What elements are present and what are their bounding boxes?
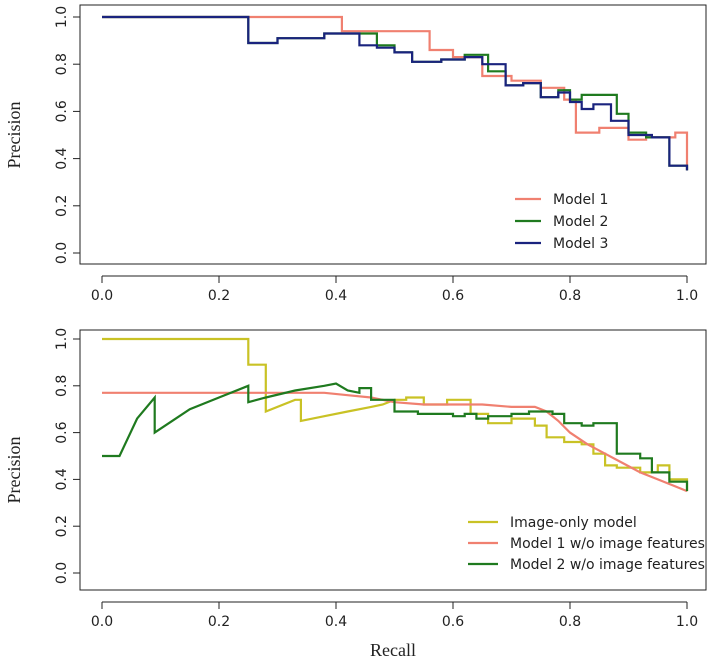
- y-tick-label: 0.0: [54, 242, 70, 264]
- y-tick-label: 0.2: [54, 515, 70, 537]
- x-tick-label: 0.2: [208, 288, 230, 304]
- x-tick-label: 0.4: [325, 614, 347, 630]
- y-tick-label: 0.4: [54, 468, 70, 490]
- x-tick-label: 0.6: [442, 614, 464, 630]
- x-tick-label: 0.0: [91, 614, 113, 630]
- y-axis: 0.0 0.2 0.4 0.6 0.8 1.0: [54, 6, 81, 264]
- x-tick-label: 1.0: [676, 614, 698, 630]
- x-tick-label: 0.8: [559, 288, 581, 304]
- x-tick-label: 0.8: [559, 614, 581, 630]
- series-line-3: [102, 382, 689, 492]
- plot-frame: [79, 4, 707, 265]
- series-line-2: [102, 391, 688, 493]
- legend-label: Model 1: [553, 192, 608, 208]
- y-tick-label: 0.6: [54, 421, 70, 443]
- x-tick-label: 0.2: [208, 614, 230, 630]
- legend-label: Model 3: [553, 236, 608, 252]
- series-line-1: [102, 337, 689, 492]
- series-layer: [102, 337, 689, 493]
- y-tick-label: 0.8: [54, 375, 70, 397]
- y-axis-label: Precision: [4, 102, 24, 169]
- y-axis: 0.0 0.2 0.4 0.6 0.8 1.0: [54, 328, 81, 584]
- y-tick-label: 0.6: [54, 100, 70, 122]
- x-tick-label: 0.0: [91, 288, 113, 304]
- x-tick-label: 0.6: [442, 288, 464, 304]
- x-axis-label: Recall: [370, 640, 416, 660]
- x-axis: 0.0 0.2 0.4 0.6 0.8 1.0: [91, 275, 698, 304]
- y-tick-label: 1.0: [54, 6, 70, 28]
- y-tick-label: 1.0: [54, 328, 70, 350]
- chart-panel-top: 0.0 0.2 0.4 0.6 0.8 1.0 0.0 0.2 0.4 0.6 0.8 1.0 Pr…: [4, 4, 707, 304]
- x-tick-label: 1.0: [676, 288, 698, 304]
- x-axis: 0.0 0.2 0.4 0.6 0.8 1.0: [91, 601, 698, 630]
- legend: Image-only model Model 1 w/o image featur…: [468, 515, 705, 573]
- y-axis-label: Precision: [4, 437, 24, 504]
- y-tick-label: 0.2: [54, 195, 70, 217]
- series-line-1: [102, 15, 689, 171]
- legend-label: Image-only model: [510, 515, 637, 531]
- legend: Model 1 Model 2 Model 3: [515, 192, 608, 252]
- x-tick-label: 0.4: [325, 288, 347, 304]
- legend-label: Model 2: [553, 214, 608, 230]
- series-layer: [102, 15, 689, 171]
- series-line-2: [102, 15, 689, 171]
- y-tick-label: 0.0: [54, 562, 70, 584]
- y-tick-label: 0.8: [54, 53, 70, 75]
- y-tick-label: 0.4: [54, 147, 70, 169]
- legend-label: Model 1 w/o image features: [510, 536, 705, 552]
- legend-label: Model 2 w/o image features: [510, 557, 705, 573]
- series-line-3: [102, 15, 689, 171]
- chart-panel-bottom: 0.0 0.2 0.4 0.6 0.8 1.0 0.0 0.2 0.4 0.6 0.8 1.0 Pr…: [4, 328, 707, 660]
